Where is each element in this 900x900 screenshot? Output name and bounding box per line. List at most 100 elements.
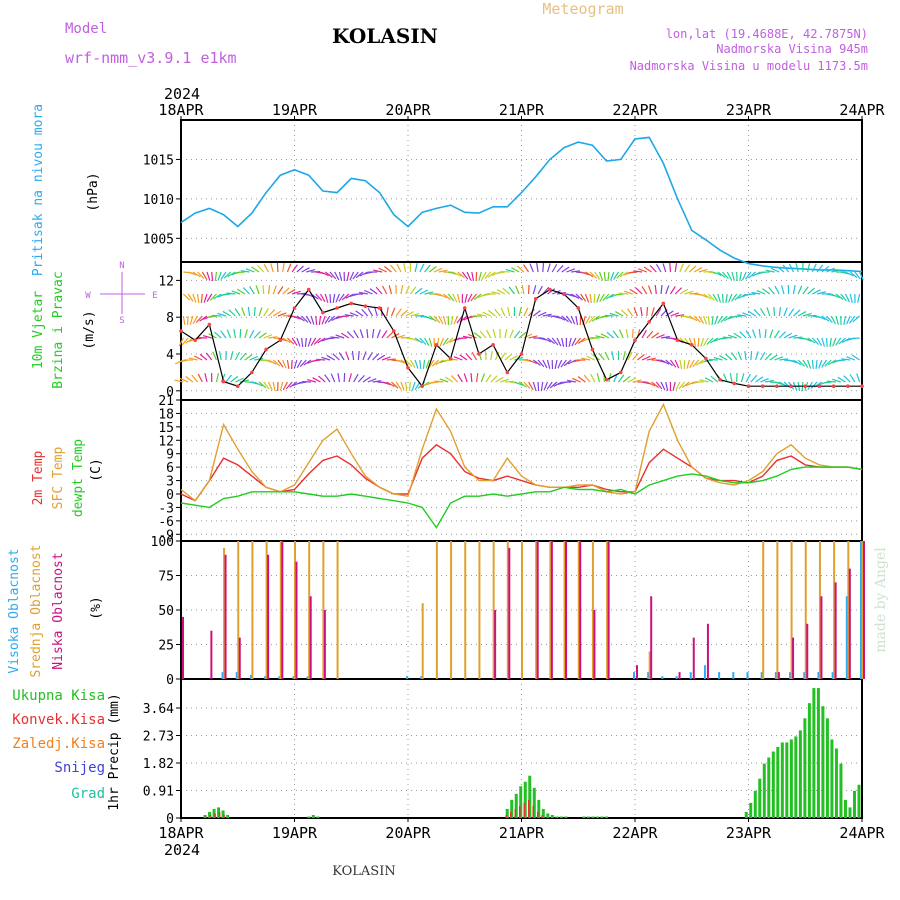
total-precip-bar: [821, 706, 825, 818]
wind-arrow: [381, 356, 391, 361]
wind-arrow: [572, 377, 581, 383]
wind-speed-point: [505, 370, 510, 375]
model-label: Model: [65, 21, 107, 37]
y-tick-label: 21: [158, 394, 174, 409]
wind-arrow: [277, 359, 284, 368]
wind-arrow: [568, 337, 572, 347]
wind-arrow: [285, 381, 293, 390]
wind-arrow: [816, 337, 823, 347]
wind-arrow: [405, 285, 410, 295]
wind-arrow: [660, 359, 670, 365]
wind-arrow: [230, 351, 234, 361]
wind-arrow: [753, 309, 761, 317]
wind-arrow: [607, 271, 610, 282]
wind-arrow: [699, 379, 709, 383]
wind-arrow: [320, 271, 330, 277]
wind-arrow: [316, 358, 326, 361]
wind-arrow: [721, 293, 724, 304]
y-tick-label: -6: [158, 515, 174, 530]
total-precip-bar: [591, 816, 595, 818]
wind-arrow: [851, 354, 860, 361]
wind-arrow: [477, 293, 487, 299]
wind-arrow: [745, 373, 751, 383]
wind-arrow: [263, 334, 273, 339]
wind-arrow: [640, 307, 643, 317]
total-precip-bar: [762, 763, 766, 818]
wind-arrow: [367, 307, 374, 317]
y-tick-label: 0: [166, 385, 174, 400]
wind-arrow: [332, 293, 336, 303]
wind-arrow: [291, 337, 298, 346]
wind-arrow: [419, 263, 425, 273]
conv-precip-bar: [214, 813, 216, 818]
wind-arrow: [209, 293, 217, 301]
wind-speed-point: [817, 384, 822, 389]
wind-arrow: [818, 359, 823, 369]
wind-arrow: [289, 381, 298, 388]
wind-arrow: [490, 375, 498, 383]
wind-arrow: [452, 271, 462, 277]
wind-arrow: [546, 359, 551, 369]
wind-arrow: [689, 315, 698, 322]
wind-arrow: [189, 315, 194, 325]
wind-arrow: [561, 315, 569, 323]
wind-arrow: [282, 359, 287, 369]
wind-arrow: [395, 334, 405, 339]
total-precip-bar: [830, 739, 834, 818]
wind-speed-point: [292, 306, 297, 310]
wind-arrow: [780, 285, 785, 295]
wind-arrow: [186, 315, 189, 326]
wind-arrow: [665, 285, 670, 295]
wind-arrow: [766, 307, 771, 317]
mid-cloud-title: Srednja Oblacnost: [29, 544, 44, 677]
wind-arrow: [838, 337, 846, 345]
wind-arrow: [654, 284, 657, 295]
wind-arrow: [532, 381, 537, 391]
wind-arrow: [826, 267, 835, 273]
wind-arrow: [290, 359, 293, 370]
wind-arrow: [231, 290, 241, 295]
wind-arrow: [500, 307, 506, 317]
wind-arrow: [485, 374, 492, 383]
wind-arrow: [321, 315, 326, 325]
total-precip-bar: [789, 739, 793, 818]
wind-arrow: [856, 373, 861, 383]
wind-arrow: [570, 293, 580, 299]
wind-arrow: [704, 377, 714, 383]
wind-arrow: [217, 271, 222, 281]
wind-arrow: [604, 314, 614, 317]
wind-arrow: [769, 354, 778, 361]
y-tick-label: 75: [158, 570, 174, 585]
wind-arrow: [746, 293, 756, 296]
wind-arrow: [484, 271, 492, 280]
wind-arrow: [542, 359, 548, 369]
wind-speed-point: [377, 306, 382, 310]
wind-arrow: [528, 335, 538, 339]
wind-speed-point: [619, 370, 623, 375]
wind-arrow: [679, 359, 683, 369]
wind-arrow: [836, 359, 846, 362]
wind-arrow: [467, 293, 473, 303]
wind-arrow: [584, 293, 590, 303]
wind-arrow: [698, 293, 708, 298]
wind-arrow: [513, 330, 521, 339]
wind-arrow: [731, 271, 735, 281]
total-precip-bar: [803, 718, 807, 818]
wind-arrow: [361, 308, 369, 317]
wind-arrow: [857, 293, 861, 303]
wind-arrow: [837, 376, 846, 383]
wind-arrow: [546, 381, 553, 390]
wind-arrow: [442, 337, 449, 346]
wind-arrow: [346, 271, 350, 281]
wind-arrow: [193, 355, 203, 361]
wind-arrow: [571, 337, 577, 347]
wind-arrow: [255, 285, 260, 295]
wind-arrow: [504, 329, 508, 339]
wind-arrow: [774, 381, 784, 386]
wind-speed-point: [221, 379, 226, 384]
wind-arrow: [595, 335, 605, 339]
wind-arrow: [199, 315, 208, 322]
wind-arrow: [249, 355, 259, 361]
y-tick-label: 50: [158, 604, 174, 619]
wind-arrow: [681, 381, 690, 388]
